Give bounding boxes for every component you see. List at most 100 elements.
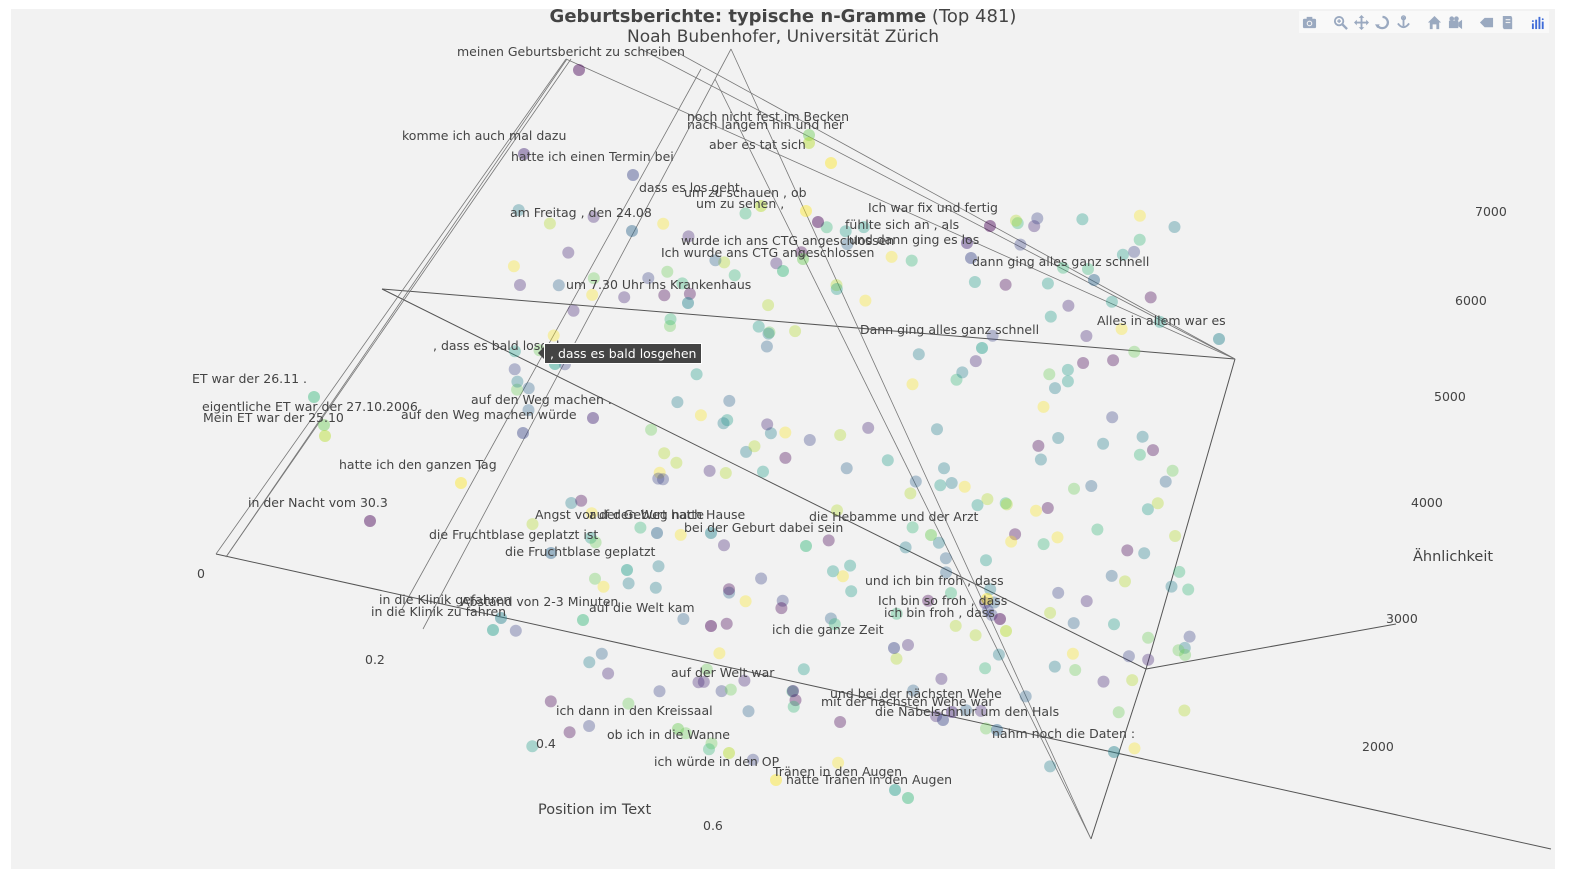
- data-point[interactable]: [1133, 448, 1146, 461]
- data-point[interactable]: [713, 647, 726, 660]
- data-point[interactable]: [969, 355, 982, 368]
- data-point[interactable]: [1052, 586, 1065, 599]
- data-point[interactable]: [1057, 261, 1070, 274]
- data-point[interactable]: [602, 667, 615, 680]
- data-point[interactable]: [587, 210, 600, 223]
- data-point[interactable]: [930, 710, 943, 723]
- data-point[interactable]: [683, 287, 696, 300]
- data-point[interactable]: [1068, 482, 1080, 495]
- data-point[interactable]: [1151, 497, 1164, 510]
- data-point[interactable]: [1165, 580, 1178, 593]
- data-point[interactable]: [700, 663, 713, 676]
- data-point[interactable]: [1136, 430, 1149, 443]
- data-point[interactable]: [1010, 214, 1022, 227]
- data-point[interactable]: [1105, 569, 1118, 582]
- data-point[interactable]: [968, 276, 981, 288]
- data-point[interactable]: [703, 743, 715, 756]
- data-point[interactable]: [651, 527, 663, 539]
- data-point[interactable]: [718, 256, 731, 269]
- data-point[interactable]: [1178, 704, 1191, 717]
- data-point[interactable]: [1183, 630, 1196, 643]
- data-point[interactable]: [857, 221, 870, 234]
- data-point[interactable]: [949, 619, 962, 632]
- data-point[interactable]: [885, 250, 898, 263]
- data-point[interactable]: [909, 475, 922, 488]
- data-point[interactable]: [653, 685, 666, 698]
- data-point[interactable]: [940, 566, 953, 579]
- data-point[interactable]: [690, 368, 703, 381]
- data-point[interactable]: [789, 694, 802, 707]
- data-point[interactable]: [1121, 544, 1134, 557]
- data-point[interactable]: [905, 254, 918, 267]
- data-point[interactable]: [748, 440, 761, 453]
- data-point[interactable]: [1061, 375, 1074, 388]
- data-point[interactable]: [583, 720, 596, 732]
- data-point[interactable]: [511, 375, 524, 388]
- data-point[interactable]: [1032, 439, 1045, 452]
- data-point[interactable]: [1138, 547, 1151, 560]
- data-point[interactable]: [587, 412, 599, 424]
- data-point[interactable]: [795, 246, 808, 259]
- data-point[interactable]: [718, 539, 730, 552]
- data-point[interactable]: [1128, 742, 1141, 755]
- data-point[interactable]: [364, 515, 376, 527]
- data-point[interactable]: [824, 612, 837, 625]
- data-point[interactable]: [747, 753, 759, 766]
- data-point[interactable]: [518, 148, 530, 160]
- data-point[interactable]: [723, 586, 736, 599]
- data-point[interactable]: [511, 383, 524, 396]
- data-point[interactable]: [618, 291, 631, 304]
- data-point[interactable]: [1069, 664, 1082, 676]
- data-point[interactable]: [999, 278, 1012, 291]
- data-point[interactable]: [939, 552, 952, 565]
- data-point[interactable]: [834, 716, 847, 728]
- data-point[interactable]: [677, 613, 690, 625]
- data-point[interactable]: [902, 792, 914, 804]
- data-point[interactable]: [1043, 368, 1056, 381]
- data-point[interactable]: [834, 429, 847, 441]
- data-point[interactable]: [827, 565, 839, 578]
- data-point[interactable]: [1173, 565, 1186, 578]
- data-point[interactable]: [573, 64, 585, 76]
- data-point[interactable]: [825, 157, 837, 169]
- data-point[interactable]: [682, 297, 694, 309]
- data-point[interactable]: [642, 272, 655, 285]
- data-point[interactable]: [1011, 217, 1024, 230]
- data-point[interactable]: [1168, 221, 1181, 233]
- data-point[interactable]: [634, 521, 647, 534]
- data-point[interactable]: [512, 204, 525, 217]
- zoom-icon[interactable]: [1330, 12, 1351, 32]
- data-point[interactable]: [981, 604, 994, 617]
- data-point[interactable]: [1112, 706, 1125, 719]
- data-point[interactable]: [1088, 274, 1100, 286]
- data-point[interactable]: [779, 426, 792, 439]
- data-point[interactable]: [787, 685, 799, 697]
- data-point[interactable]: [832, 756, 845, 769]
- data-point[interactable]: [495, 612, 507, 624]
- data-point[interactable]: [971, 499, 984, 512]
- data-point[interactable]: [715, 685, 728, 698]
- data-point[interactable]: [721, 414, 734, 427]
- data-point[interactable]: [906, 378, 919, 391]
- save-camera-icon[interactable]: [1445, 12, 1466, 32]
- data-point[interactable]: [1044, 760, 1057, 773]
- data-point[interactable]: [775, 602, 788, 615]
- data-point[interactable]: [945, 477, 958, 489]
- data-point[interactable]: [1119, 575, 1131, 588]
- data-point[interactable]: [1037, 538, 1050, 551]
- data-point[interactable]: [627, 169, 639, 181]
- data-point[interactable]: [969, 629, 982, 642]
- data-point[interactable]: [787, 700, 800, 713]
- data-point[interactable]: [755, 200, 767, 212]
- data-point[interactable]: [565, 497, 578, 509]
- data-point[interactable]: [840, 462, 853, 475]
- data-point[interactable]: [1028, 220, 1041, 233]
- data-point[interactable]: [803, 129, 815, 141]
- data-point[interactable]: [1126, 674, 1139, 687]
- data-point[interactable]: [764, 427, 777, 440]
- data-point[interactable]: [776, 594, 789, 607]
- data-point[interactable]: [831, 504, 843, 517]
- data-point[interactable]: [1049, 382, 1061, 395]
- data-point[interactable]: [547, 329, 560, 342]
- data-point[interactable]: [862, 421, 875, 434]
